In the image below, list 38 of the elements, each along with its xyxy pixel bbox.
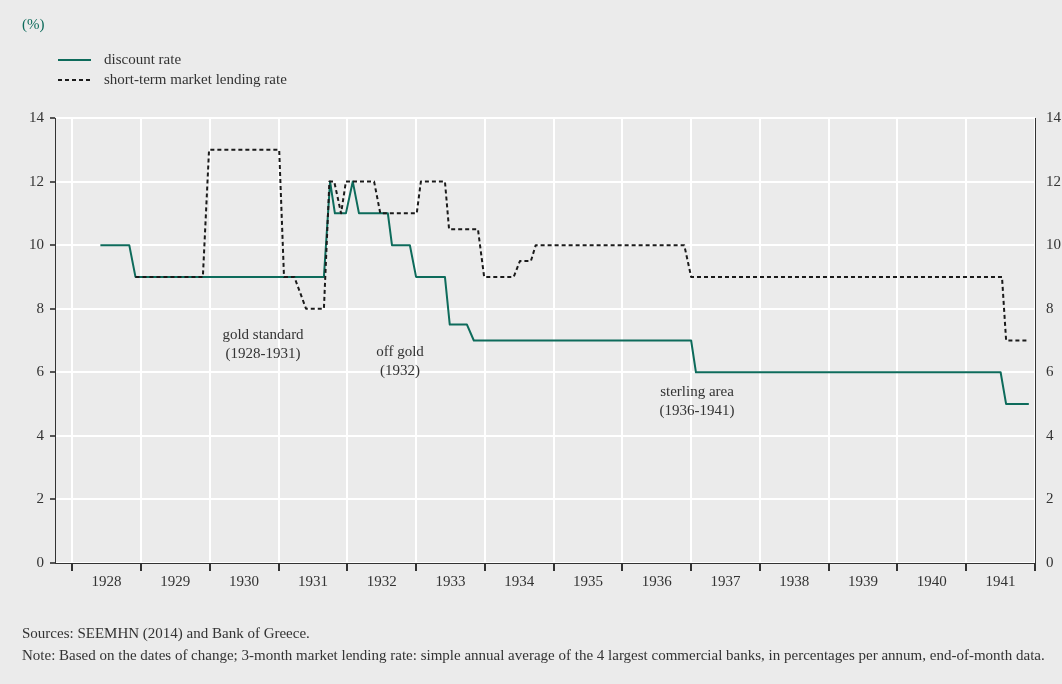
annotation: sterling area (1936-1941) (659, 382, 735, 419)
x-tick-label: 1932 (366, 572, 397, 589)
y-tick-label: 12 (29, 172, 44, 189)
x-tick-label: 1935 (572, 572, 603, 589)
y2-tick-label: 6 (1046, 363, 1054, 380)
x-tick-label: 1937 (710, 572, 742, 589)
y2-tick-label: 2 (1046, 490, 1054, 507)
annotation: off gold (1932) (376, 342, 425, 379)
x-tick-label: 1934 (504, 572, 535, 589)
x-tick-label: 1936 (641, 572, 673, 589)
y2-tick-label: 4 (1046, 426, 1054, 443)
y-tick-label: 10 (29, 236, 44, 253)
y-tick-label: 0 (36, 553, 44, 570)
x-tick-label: 1939 (848, 572, 879, 589)
x-tick-label: 1941 (985, 572, 1016, 589)
y2-tick-label: 10 (1046, 236, 1061, 253)
x-tick-label: 1929 (160, 572, 191, 589)
y-tick-label: 6 (36, 363, 45, 380)
y-tick-label: 14 (29, 108, 45, 125)
y-tick-label: 2 (36, 490, 44, 507)
x-tick-label: 1928 (91, 572, 122, 589)
y2-tick-label: 14 (1046, 108, 1062, 125)
annotation: gold standard (1928-1931) (222, 325, 305, 362)
x-tick-label: 1931 (297, 572, 328, 589)
x-tick-label: 1940 (916, 572, 947, 589)
legend-label: discount rate (104, 50, 182, 67)
x-tick-label: 1933 (435, 572, 466, 589)
text: Note: Based on the dates of change; 3-month market lending rate: simple annual average of the 4 largest commercial banks, in percentages per annum, end-of-month data. (22, 646, 1045, 663)
y2-tick-label: 0 (1046, 553, 1054, 570)
y-tick-label: 8 (36, 299, 44, 316)
x-tick-label: 1938 (779, 572, 810, 589)
y-tick-label: 4 (36, 426, 45, 443)
x-tick-label: 1930 (229, 572, 260, 589)
legend-label: short-term market lending rate (104, 70, 288, 87)
text: (%) (22, 15, 45, 33)
y2-tick-label: 8 (1046, 299, 1054, 316)
y2-tick-label: 12 (1046, 172, 1061, 189)
source-note: Sources: SEEMHN (2014) and Bank of Greece. (22, 624, 310, 642)
